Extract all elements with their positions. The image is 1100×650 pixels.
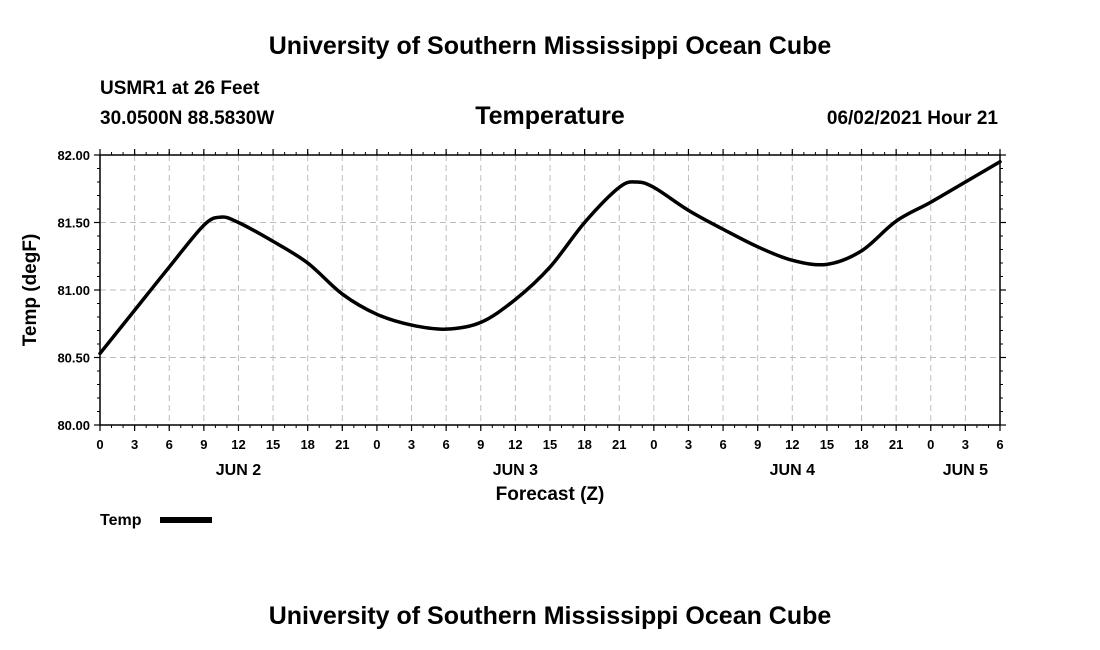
x-tick-label: 6 <box>719 437 726 452</box>
x-axis-label: Forecast (Z) <box>496 484 605 505</box>
y-axis-ticks: 80.00 80.50 81.00 81.50 82.00 <box>57 148 1006 433</box>
x-tick-label: 12 <box>785 437 799 452</box>
chart-title: Temperature <box>475 102 625 130</box>
date-labels: JUN 2 JUN 3 JUN 4 JUN 5 <box>216 462 988 479</box>
y-tick-label: 82.00 <box>57 148 90 163</box>
x-tick-label: 15 <box>820 437 834 452</box>
x-tick-label: 9 <box>200 437 207 452</box>
legend-label: Temp <box>100 512 142 529</box>
x-tick-label: 3 <box>685 437 692 452</box>
forecast-datetime: 06/02/2021 Hour 21 <box>827 108 999 129</box>
x-tick-label: 3 <box>962 437 969 452</box>
x-tick-label: 9 <box>754 437 761 452</box>
station-label: USMR1 at 26 Feet <box>100 78 260 99</box>
x-tick-label: 3 <box>131 437 138 452</box>
date-label: JUN 4 <box>770 462 815 479</box>
x-tick-label: 18 <box>300 437 314 452</box>
x-tick-label: 18 <box>854 437 868 452</box>
footer-title: University of Southern Mississippi Ocean… <box>269 602 832 630</box>
y-axis-label: Temp (degF) <box>20 234 41 347</box>
date-label: JUN 2 <box>216 462 261 479</box>
x-tick-label: 6 <box>996 437 1003 452</box>
plot-frame <box>99 154 1001 426</box>
x-tick-label: 0 <box>96 437 103 452</box>
x-tick-label: 9 <box>477 437 484 452</box>
station-coordinates: 30.0500N 88.5830W <box>100 108 274 129</box>
grid-lines <box>100 155 1000 425</box>
y-tick-label: 81.00 <box>57 283 90 298</box>
x-tick-label: 3 <box>408 437 415 452</box>
x-tick-label: 0 <box>373 437 380 452</box>
x-tick-label: 18 <box>577 437 591 452</box>
x-tick-label: 6 <box>443 437 450 452</box>
x-tick-label: 12 <box>508 437 522 452</box>
x-tick-label: 21 <box>889 437 903 452</box>
x-tick-label: 21 <box>335 437 349 452</box>
x-tick-label: 12 <box>231 437 245 452</box>
x-tick-label: 15 <box>543 437 557 452</box>
y-tick-label: 81.50 <box>57 216 90 231</box>
x-tick-label: 15 <box>266 437 280 452</box>
date-label: JUN 3 <box>493 462 538 479</box>
series-line-temp <box>98 160 1002 356</box>
y-tick-label: 80.50 <box>57 351 90 366</box>
chart-header-title: University of Southern Mississippi Ocean… <box>269 32 832 60</box>
x-tick-label: 0 <box>650 437 657 452</box>
series-layer <box>98 160 1002 356</box>
x-tick-label: 6 <box>166 437 173 452</box>
x-tick-label: 21 <box>612 437 626 452</box>
x-tick-label: 0 <box>927 437 934 452</box>
y-tick-label: 80.00 <box>57 418 90 433</box>
date-label: JUN 5 <box>943 462 988 479</box>
